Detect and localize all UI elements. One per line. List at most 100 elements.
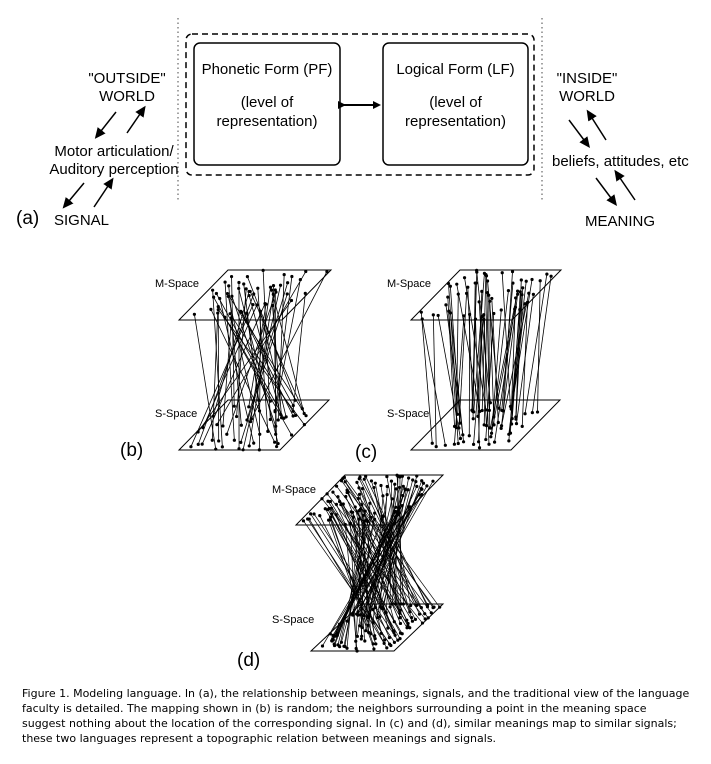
panel-d-mapping-line [329, 519, 377, 645]
panel-d-m-point [385, 474, 389, 479]
panel-c-s-point [458, 436, 463, 441]
panel-d-s-point [383, 638, 387, 642]
panel-c-s-point [508, 431, 513, 435]
panel-c-m-point [419, 310, 423, 314]
panel-c-s-point [523, 412, 527, 416]
panel-d-s-point [371, 642, 375, 646]
panel-b-mapping-line [250, 287, 271, 422]
panel-d-mapping-line [339, 494, 422, 625]
panel-c-m-point [446, 281, 451, 286]
panel-b-m-point [271, 284, 276, 288]
arrow-signal-to-motor-up [93, 177, 114, 208]
panel-b-s-point [215, 423, 219, 427]
panel-b-s-point [279, 416, 284, 420]
panel-d-m-point [406, 488, 410, 492]
panel-c-mapping-line [515, 287, 524, 420]
panel-d-mapping-lines [303, 475, 440, 652]
panel-c-s-point [507, 439, 511, 443]
panel-d-mapping-line [382, 477, 409, 609]
panel-b-mapping-line [251, 271, 328, 420]
panel-c-m-point [520, 293, 524, 297]
panel-c-mapping-line [531, 276, 552, 413]
panel-b-s-point [232, 404, 236, 408]
panel-d-m-point [328, 499, 333, 504]
panel-c-m-point [482, 271, 487, 276]
panel-c-s-point [477, 446, 482, 450]
panel-c-mapping-line [491, 298, 499, 423]
panel-b-mapping-line [197, 293, 255, 445]
panel-b-m-point [298, 278, 302, 282]
panel-d-m-point [364, 474, 368, 478]
panel-d-s-point [408, 610, 412, 614]
panel-b-s-point [249, 417, 254, 421]
panel-b-s-point [266, 429, 270, 433]
panel-c-m-point [530, 277, 534, 282]
panel-d-m-point [357, 477, 361, 481]
panel-d-s-point [419, 605, 423, 610]
panel-b-s-point [239, 440, 243, 445]
panel-d-s-point [358, 613, 362, 617]
panel-d-points [301, 473, 442, 653]
panel-b-m-point [303, 291, 307, 295]
panel-b-m-point [256, 286, 260, 290]
panel-b-mapping-line [292, 293, 306, 412]
panel-c-mapping-line [488, 295, 491, 428]
panel-d-s-point [399, 602, 403, 606]
panel-c-s-point [480, 408, 484, 413]
panel-d-s-point [413, 617, 418, 621]
panel-d-s-point [367, 616, 371, 620]
panel-c-m-point [531, 292, 535, 296]
panel-d-s-point [338, 645, 342, 649]
panel-c-m-point [518, 308, 522, 312]
panel-d-s-point [398, 637, 402, 641]
panel-d-s-point [392, 640, 397, 644]
panel-d-m-point [344, 494, 348, 499]
panel-c-m-space-label: M-Space [387, 278, 432, 290]
panel-b-m-point [264, 302, 268, 306]
panel-b-m-point [247, 293, 251, 298]
panel-d-s-point [328, 632, 332, 636]
panel-c-mapping-line [501, 293, 530, 426]
arrow-beliefs-to-inside-world-up [586, 109, 607, 141]
panel-d-s-point [409, 603, 413, 608]
panel-b-m-space-plane [177, 269, 333, 321]
panel-d-mapping-line [358, 478, 422, 608]
panel-d-s-point [423, 617, 427, 621]
panel-c-s-point [530, 411, 534, 415]
panel-d-mapping-line [329, 506, 411, 635]
panel-b-s-point [217, 439, 221, 443]
panel-d-s-point [398, 621, 403, 626]
panel-a-letter: (a) [16, 208, 40, 229]
panel-c-m-point [466, 285, 470, 289]
panel-d-s-point [425, 603, 430, 607]
panel-b-mapping-line [231, 276, 235, 407]
panel-b-s-point [257, 409, 262, 413]
panel-d-m-point [403, 487, 407, 491]
panel-b-m-point [251, 303, 255, 307]
panel-c-mapping-line [478, 316, 483, 442]
panel-d-s-point [355, 634, 359, 638]
panel-c-m-point [480, 314, 484, 319]
inside-world-label: "INSIDE" WORLD [542, 70, 632, 106]
panel-d-m-point [355, 480, 359, 484]
panel-c-s-point [496, 420, 500, 425]
panel-b-m-point [286, 281, 290, 285]
panel-d-s-point [420, 621, 425, 625]
panel-d-mapping-line [330, 501, 408, 628]
panel-c-m-point [488, 299, 492, 303]
panel-d-mapping-line [367, 487, 400, 618]
panel-b-m-point [290, 274, 294, 279]
panel-c-m-point [492, 311, 496, 316]
panel-c-mapping-line [483, 319, 490, 445]
panel-b-s-point [268, 399, 272, 403]
panel-d-s-point [331, 638, 335, 642]
panel-d-s-point [381, 607, 385, 611]
panel-d-m-point [381, 494, 385, 498]
panel-b-s-point [279, 412, 283, 417]
panel-d-mapping-line [340, 504, 395, 632]
panel-c-m-point [510, 269, 515, 274]
panel-d-m-point [353, 505, 357, 509]
panel-b-s-point [248, 420, 253, 424]
panel-c-s-point [501, 409, 505, 413]
panel-d-m-point [408, 505, 412, 509]
